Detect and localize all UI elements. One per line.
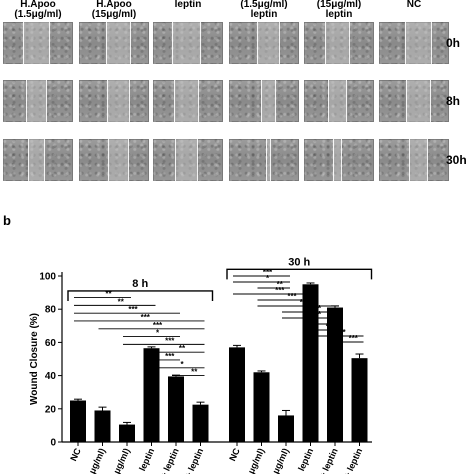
micrograph-tile (79, 80, 149, 122)
column-label-line2: (1.5μg/ml) (14, 9, 62, 20)
micrograph-tile (304, 139, 374, 181)
bar (168, 376, 184, 442)
micrograph-tile (379, 22, 449, 64)
significance-label: *** (287, 292, 297, 301)
column-label: (1.5μg/ml) leptin (227, 0, 301, 20)
bar (192, 404, 209, 442)
micrograph-tile (304, 22, 374, 64)
column-label-line1: leptin (174, 0, 202, 10)
bar (94, 410, 111, 442)
significance-label: ** (277, 280, 284, 289)
group-bracket-label: 30 h (288, 256, 310, 268)
micrograph-tile (153, 80, 223, 122)
micrograph-tile (229, 22, 299, 64)
significance-label: *** (128, 305, 138, 314)
column-label: (15μg/ml) leptin (302, 0, 376, 20)
group-bracket (67, 290, 214, 301)
x-tick-label: + leptin (183, 447, 205, 474)
significance-label: *** (300, 298, 310, 307)
significance-label: ** (105, 290, 112, 299)
significance-label: *** (312, 310, 322, 319)
bar (351, 358, 368, 442)
significance-label: *** (263, 268, 273, 277)
significance-label: * (180, 360, 184, 369)
significance-label: *** (141, 313, 151, 322)
x-tick-label: NC (68, 446, 83, 462)
significance-label: * (156, 329, 160, 338)
micrograph-tile (153, 22, 223, 64)
y-tick-label: 0 (50, 438, 56, 449)
significance-label: ** (191, 368, 198, 377)
bar (253, 372, 270, 442)
y-tick-label: 40 (45, 371, 57, 382)
group-bracket-label: 8 h (132, 278, 148, 290)
column-label-line2: leptin (250, 9, 278, 20)
time-row-label: 0h (446, 36, 461, 50)
bar (327, 307, 343, 442)
significance-label: *** (349, 334, 359, 343)
bar (70, 400, 86, 442)
significance-label: *** (165, 336, 175, 345)
significance-label: *** (165, 352, 175, 361)
column-label-line1: (15μg/ml) (316, 0, 362, 10)
column-label-line1: H.Apoo (20, 0, 56, 10)
bar (278, 415, 294, 442)
x-tick-label: leptin (296, 447, 315, 473)
micrograph-tile (153, 139, 223, 181)
column-label-line2: (15μg/ml) (91, 9, 137, 20)
time-row-label: 30h (446, 153, 467, 167)
micrograph-tile (229, 80, 299, 122)
column-label-line1: (1.5μg/ml) (240, 0, 288, 10)
column-label-line1: NC (406, 0, 422, 10)
group-bracket (226, 268, 373, 280)
bar (119, 424, 135, 442)
micrograph-tile (379, 139, 449, 181)
micrograph-tile (3, 139, 73, 181)
significance-label: ** (179, 344, 186, 353)
significance-label: *** (312, 304, 322, 313)
significance-label: * (266, 274, 270, 283)
micrograph-tile (79, 139, 149, 181)
x-tick-label: 5 μg/ml) (108, 447, 132, 474)
micrograph-tile (379, 80, 449, 122)
panel-b-letter: b (3, 213, 11, 228)
bar (143, 348, 160, 442)
significance-label: ** (326, 322, 333, 331)
column-label: H.Apoo (15μg/ml) (77, 0, 151, 20)
column-label: NC (377, 0, 451, 20)
significance-label: *** (336, 328, 346, 337)
micrograph-tile (229, 139, 299, 181)
significance-label: *** (153, 321, 163, 330)
time-row-label: 8h (446, 94, 461, 108)
x-tick-label: 5 μg/ml) (243, 447, 267, 474)
micrograph-tile (79, 22, 149, 64)
y-tick-label: 80 (45, 305, 57, 316)
y-axis-label: Wound Closure (%) (29, 313, 40, 405)
bar (229, 347, 245, 442)
significance-label: *** (275, 286, 285, 295)
column-label-line1: H.Apoo (96, 0, 132, 10)
y-tick-label: 20 (45, 404, 57, 415)
micrograph-tile (3, 22, 73, 64)
x-tick-label: 5 μg/ml) (267, 447, 291, 474)
significance-label: * (327, 316, 331, 325)
column-label: leptin (151, 0, 225, 20)
x-tick-label: + leptin (342, 447, 364, 474)
x-tick-label: NC (227, 446, 242, 462)
x-tick-label: + leptin (317, 447, 339, 474)
x-tick-label: + leptin (158, 447, 180, 474)
micrograph-tile (304, 80, 374, 122)
x-tick-label: leptin (137, 447, 156, 473)
significance-label: ** (118, 297, 125, 306)
x-tick-label: 5 μg/ml) (84, 447, 108, 474)
micrograph-tile (3, 80, 73, 122)
y-tick-label: 100 (39, 272, 56, 283)
y-tick-label: 60 (45, 338, 57, 349)
column-label: H.Apoo (1.5μg/ml) (1, 0, 75, 20)
column-label-line2: leptin (325, 9, 353, 20)
